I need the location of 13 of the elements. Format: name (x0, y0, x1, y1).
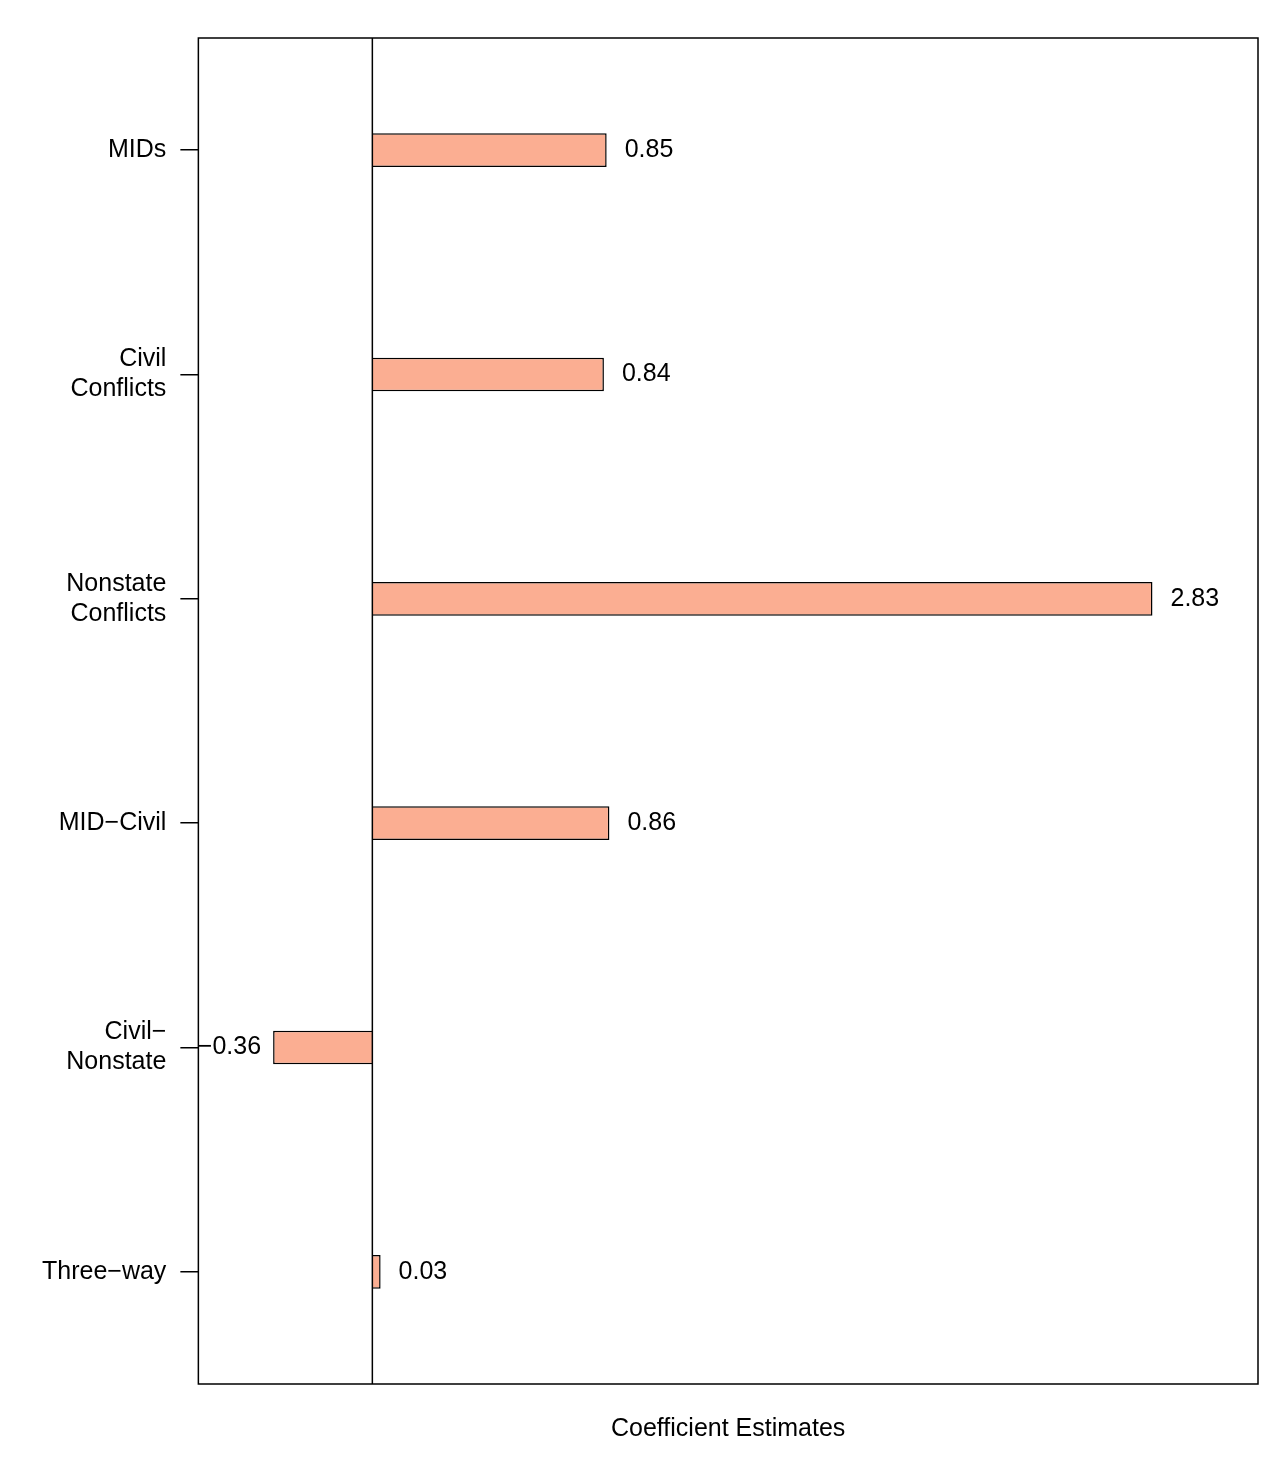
y-tick-label: Nonstate Conflicts (66, 567, 167, 626)
x-axis-title: Coefficient Estimates (611, 1412, 846, 1441)
y-tick-label: MID−Civil (58, 807, 167, 836)
data-label: 0.84 (621, 358, 671, 387)
data-label: 2.83 (1170, 582, 1220, 611)
data-label: 0.85 (624, 134, 674, 163)
data-label: 0.86 (627, 807, 677, 836)
y-tick-label: MIDs (108, 134, 167, 163)
y-tick-label: Civil Conflicts (70, 343, 167, 402)
data-label: −0.36 (197, 1031, 262, 1060)
y-tick-label: Civil− Nonstate (66, 1016, 167, 1075)
y-tick-label: Three−way (41, 1255, 167, 1284)
data-label: 0.03 (398, 1255, 448, 1284)
